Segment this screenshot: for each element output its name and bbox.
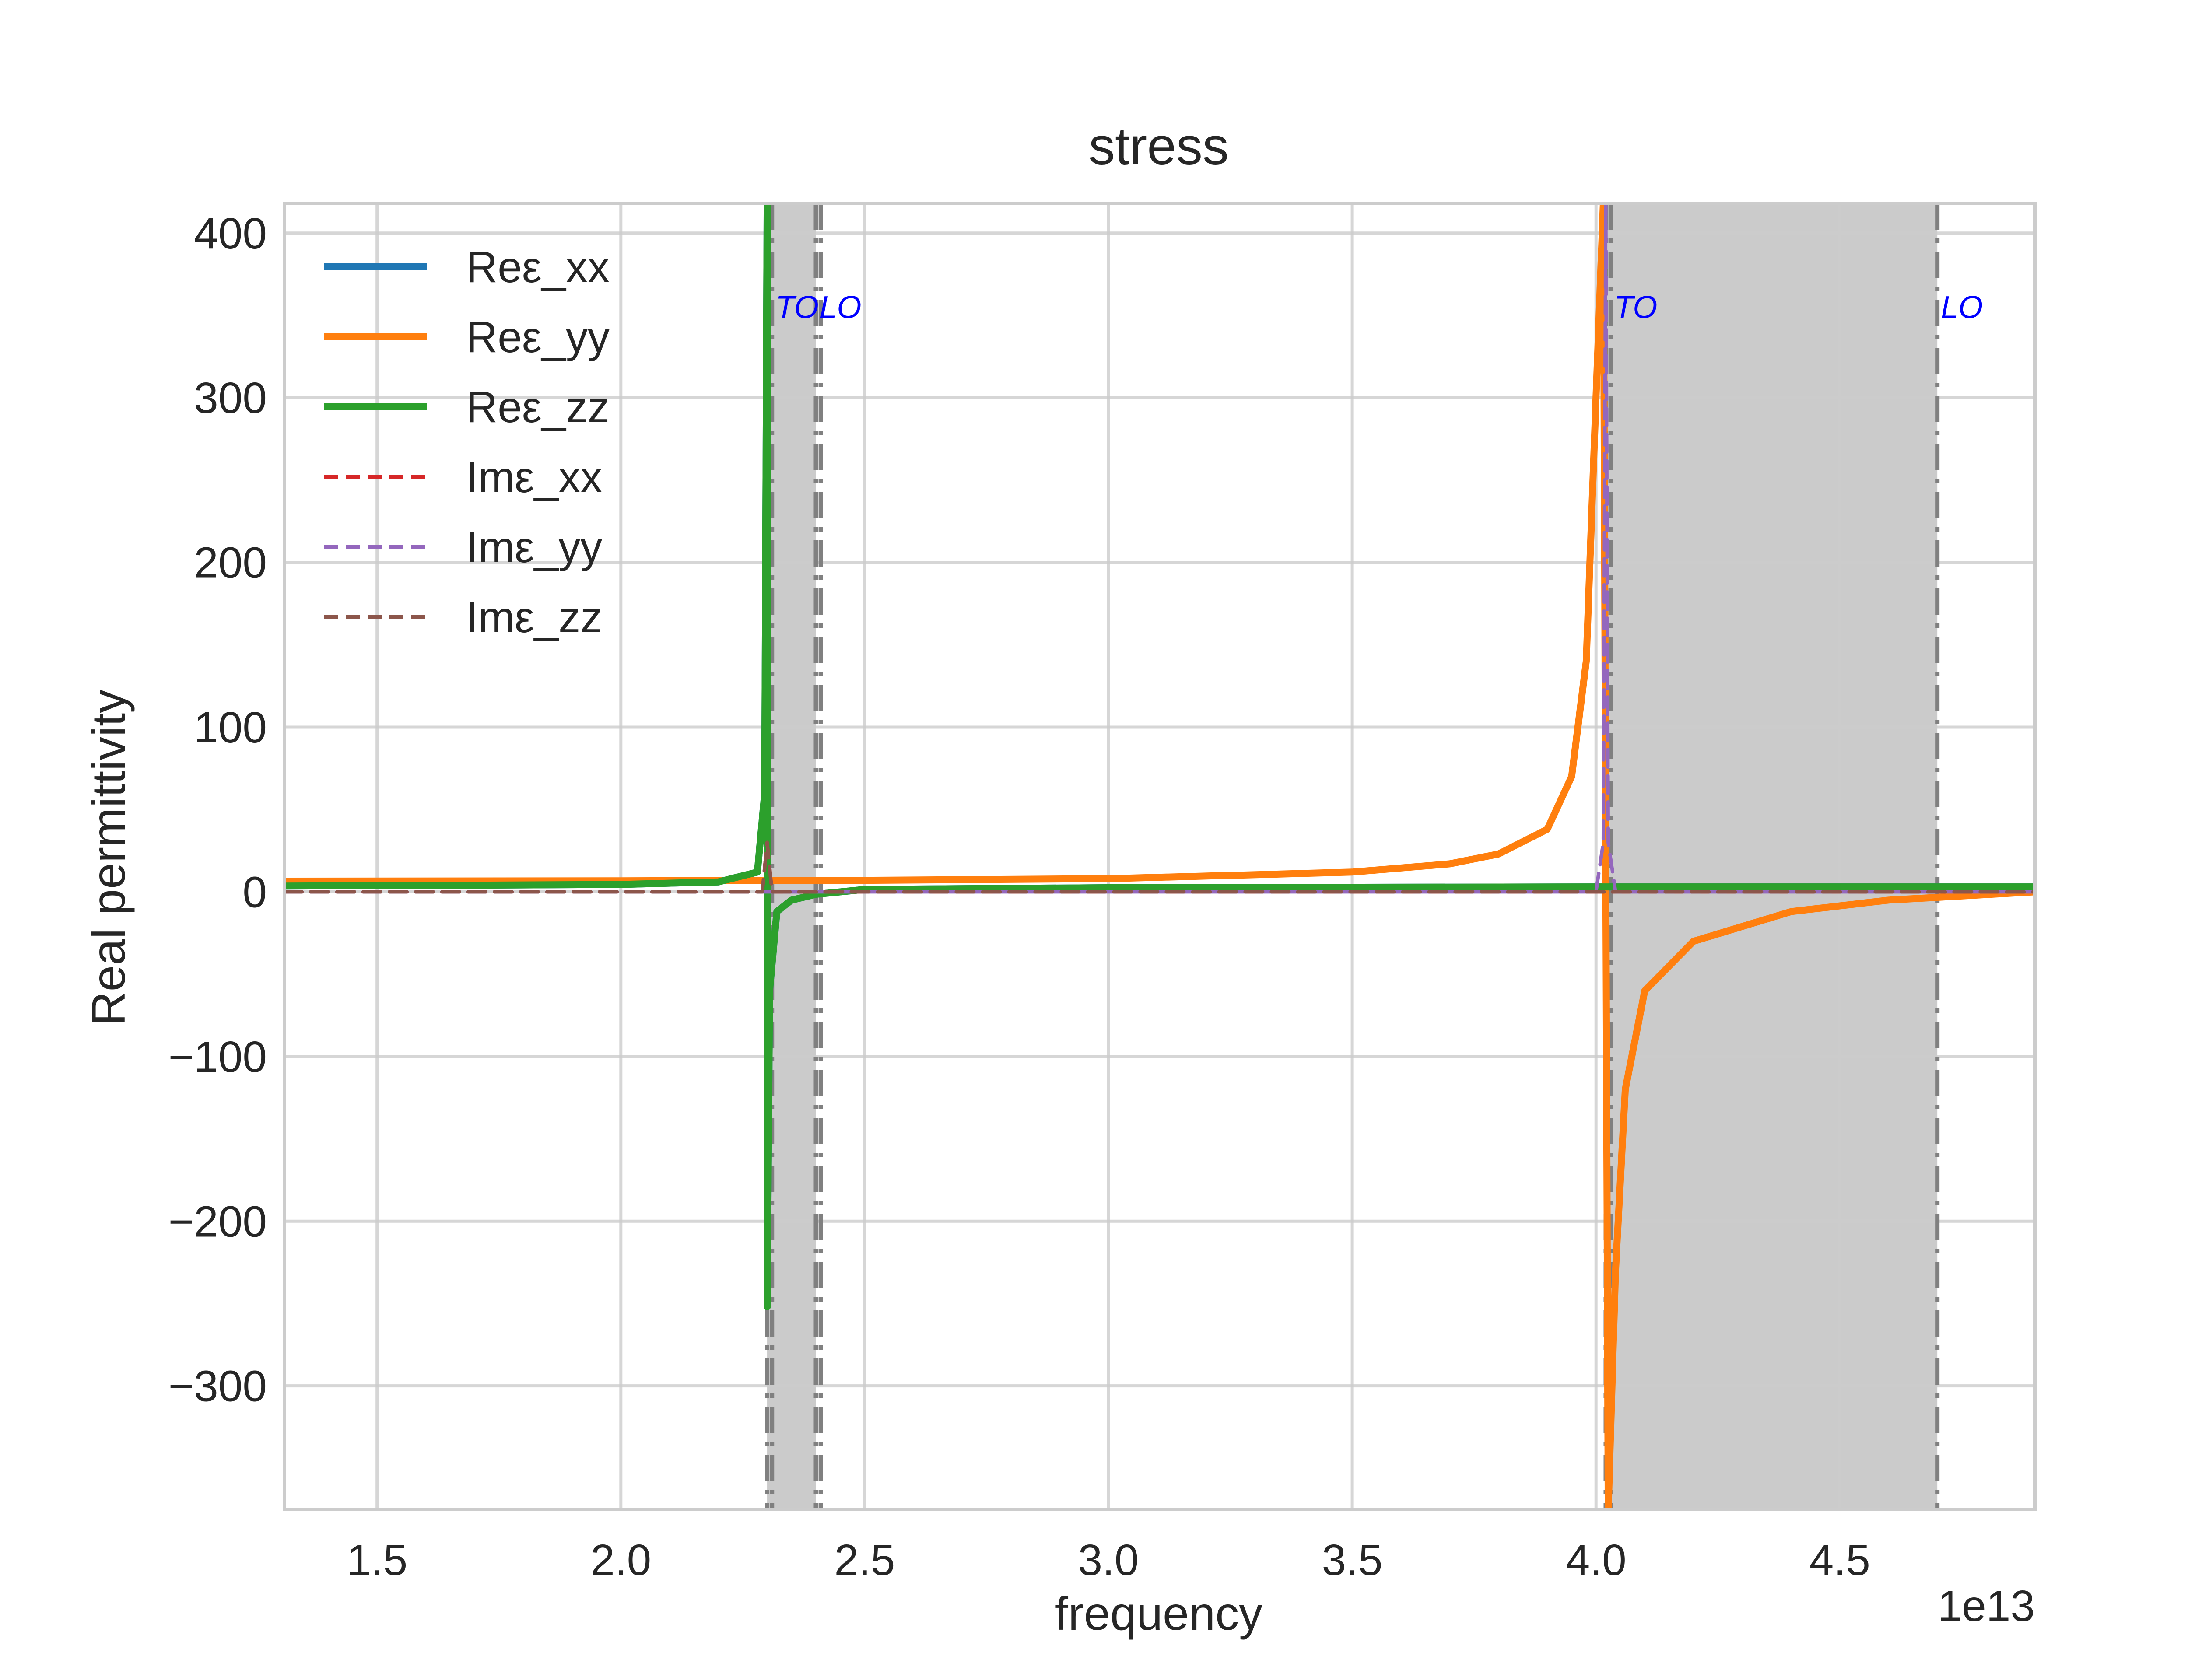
shaded-band-1 [1606,203,1938,1509]
legend: Reε_xx Reε_yy Reε_zz Imε_xx Imε_yy Imε_zz [324,243,610,642]
annotation-to-0: TO [775,290,819,325]
plot-area: TO LO TO LO1.5 2.0 2.5 3.0 3.5 4.0 4.540030020010… [168,202,2037,1585]
y-tick-label-6: −200 [168,1197,267,1246]
legend-label-Imε_zz: Imε_zz [466,593,602,642]
y-tick-label-4: 0 [242,868,267,917]
axes-frame [283,202,2037,1511]
y-tick-label-7: −300 [168,1362,267,1411]
y-tick-label-3: 100 [194,703,267,752]
annotation-lo-3: LO [1941,290,1983,325]
chart-title: stress [1089,117,1229,175]
shaded-band-0 [767,203,816,1509]
y-tick-label-5: −100 [168,1032,267,1082]
x-tick-label-5: 4.0 [1566,1536,1627,1585]
x-axis-offset-label: 1e13 [1938,1582,2035,1631]
legend-label-Reε_yy: Reε_yy [466,313,610,362]
annotation-to-2: TO [1614,290,1658,325]
x-tick-label-6: 4.5 [1809,1536,1870,1585]
x-tick-label-1: 2.0 [590,1536,651,1585]
x-tick-label-2: 2.5 [834,1536,895,1585]
legend-label-Reε_zz: Reε_zz [466,383,610,432]
series-line-Reε_zz [284,203,2035,1310]
series-line-Reε_yy [284,203,2035,1509]
annotation-lo-1: LO [819,290,861,325]
y-tick-label-2: 200 [194,539,267,588]
legend-label-Reε_xx: Reε_xx [466,243,610,292]
x-tick-label-0: 1.5 [347,1536,407,1585]
x-tick-label-4: 3.5 [1322,1536,1383,1585]
y-axis-label: Real permittivity [82,690,135,1026]
series-group [284,203,2035,1509]
legend-label-Imε_yy: Imε_yy [466,523,602,572]
x-axis-label: frequency [1055,1587,1262,1640]
y-tick-label-1: 300 [194,374,267,423]
x-tick-label-3: 3.0 [1078,1536,1139,1585]
y-tick-label-0: 400 [194,209,267,258]
legend-label-Imε_xx: Imε_xx [466,453,602,502]
series-line-Imε_zz [284,840,2035,894]
